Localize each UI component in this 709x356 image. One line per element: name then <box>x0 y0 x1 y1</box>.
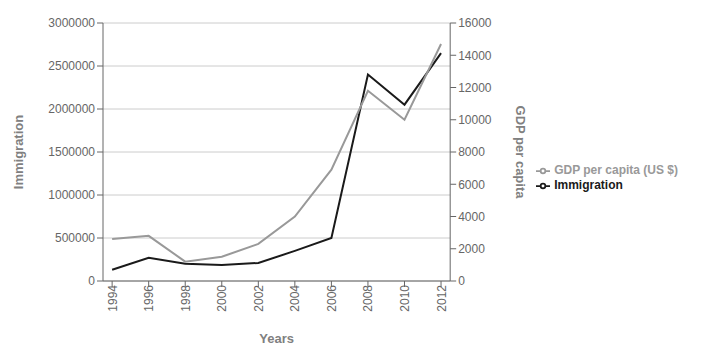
svg-text:4000: 4000 <box>458 210 485 224</box>
svg-text:3000000: 3000000 <box>48 16 95 30</box>
svg-text:Immigration: Immigration <box>11 115 26 189</box>
svg-text:2008: 2008 <box>361 285 375 312</box>
svg-text:GDP per capita: GDP per capita <box>513 106 528 200</box>
svg-text:2500000: 2500000 <box>48 59 95 73</box>
html-text:Immigration: Immigration <box>554 178 623 192</box>
svg-text:1996: 1996 <box>142 285 156 312</box>
svg-text:10000: 10000 <box>458 113 492 127</box>
svg-text:Years: Years <box>259 331 294 346</box>
svg-text:2000: 2000 <box>458 242 485 256</box>
svg-text:2012: 2012 <box>435 285 449 312</box>
svg-text:2002: 2002 <box>252 285 266 312</box>
svg-text:14000: 14000 <box>458 49 492 63</box>
svg-text:1500000: 1500000 <box>48 145 95 159</box>
svg-text:2010: 2010 <box>398 285 412 312</box>
svg-text:0: 0 <box>88 274 95 288</box>
svg-text:2000000: 2000000 <box>48 102 95 116</box>
svg-text:500000: 500000 <box>55 231 95 245</box>
svg-text:2004: 2004 <box>288 285 302 312</box>
svg-text:16000: 16000 <box>458 16 492 30</box>
svg-text:6000: 6000 <box>458 178 485 192</box>
svg-text:2006: 2006 <box>325 285 339 312</box>
svg-text:8000: 8000 <box>458 145 485 159</box>
svg-text:2000: 2000 <box>215 285 229 312</box>
svg-text:1000000: 1000000 <box>48 188 95 202</box>
svg-text:1998: 1998 <box>179 285 193 312</box>
svg-text:1994: 1994 <box>106 285 120 312</box>
svg-text:12000: 12000 <box>458 81 492 95</box>
html-text:GDP per capita (US $): GDP per capita (US $) <box>554 163 678 178</box>
svg-text:0: 0 <box>458 274 465 288</box>
